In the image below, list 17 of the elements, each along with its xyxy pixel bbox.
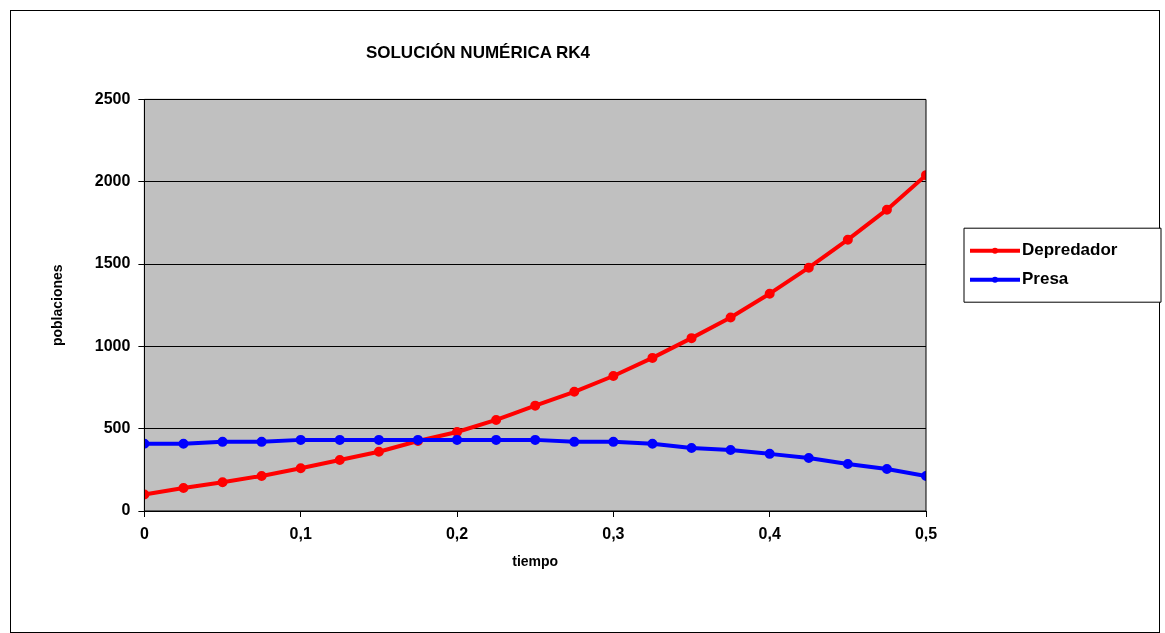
chart-title: SOLUCIÓN NUMÉRICA RK4 [365,42,591,62]
legend-label: Depredador [1022,240,1118,260]
x-tick-label: 0,5 [914,525,938,543]
x-tick-label: 0,4 [758,525,781,543]
legend-label: Presa [1022,269,1069,289]
x-tick-label: 0 [139,525,149,543]
x-tick-label: 0,1 [289,525,312,543]
y-tick-label: 1500 [94,254,131,272]
x-tick-label: 0,3 [602,525,625,543]
y-tick-label: 2000 [94,172,131,190]
y-tick-label: 0 [121,501,131,519]
x-tick-label: 0,2 [445,525,469,543]
y-tick-label: 1000 [94,336,131,354]
y-tick-label: 2500 [94,89,131,107]
x-axis-title: tiempo [512,553,559,570]
y-tick-label: 500 [103,419,131,437]
y-axis-title: poblaciones [49,264,66,347]
